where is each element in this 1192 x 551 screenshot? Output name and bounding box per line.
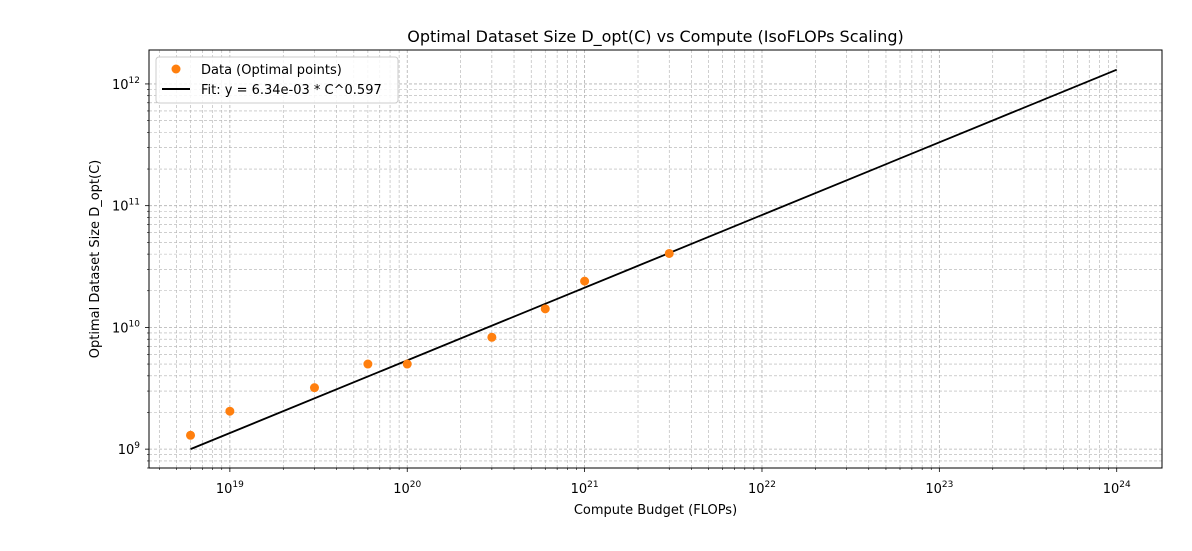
major-grid	[149, 50, 1162, 468]
x-axis-label: Compute Budget (FLOPs)	[574, 503, 737, 518]
data-point	[664, 248, 674, 258]
legend-box	[155, 56, 399, 104]
data-point	[402, 359, 412, 369]
x-tick-label: 1022	[748, 480, 776, 497]
plot-area-frame	[148, 49, 1163, 469]
y-tick-label: 1011	[112, 198, 140, 215]
fit-line-layer	[190, 68, 1118, 450]
legend: Data (Optimal points) Fit: y = 6.34e-03 …	[155, 56, 399, 104]
data-point	[363, 359, 373, 369]
data-point	[487, 332, 497, 342]
legend-label-data-points: Data (Optimal points)	[201, 63, 342, 78]
x-tick-label: 1020	[393, 480, 421, 497]
data-point	[225, 406, 235, 416]
y-tick-label: 109	[118, 441, 141, 458]
x-tick-label: 1023	[925, 480, 953, 497]
y-tick-label: 1012	[112, 76, 140, 93]
legend-marker-data-points	[171, 64, 181, 74]
legend-label-fit-line: Fit: y = 6.34e-03 * C^0.597	[201, 83, 382, 98]
y-axis-ticks: 109 1010 1011 1012	[112, 76, 149, 469]
x-tick-label: 1021	[571, 480, 599, 497]
data-point	[540, 304, 550, 314]
y-axis-label: Optimal Dataset Size D_opt(C)	[88, 160, 103, 358]
chart-title: Optimal Dataset Size D_opt(C) vs Compute…	[407, 27, 903, 47]
x-tick-label: 1024	[1103, 480, 1131, 497]
y-tick-label: 1010	[112, 319, 140, 336]
data-point	[580, 276, 590, 286]
fit-line	[190, 68, 1118, 450]
data-point	[309, 383, 319, 393]
x-tick-label: 1019	[216, 480, 244, 497]
x-axis-ticks: 1019 1020 1021 1022 1023 1024	[158, 468, 1131, 497]
data-points-layer	[186, 248, 674, 440]
data-point	[186, 430, 196, 440]
